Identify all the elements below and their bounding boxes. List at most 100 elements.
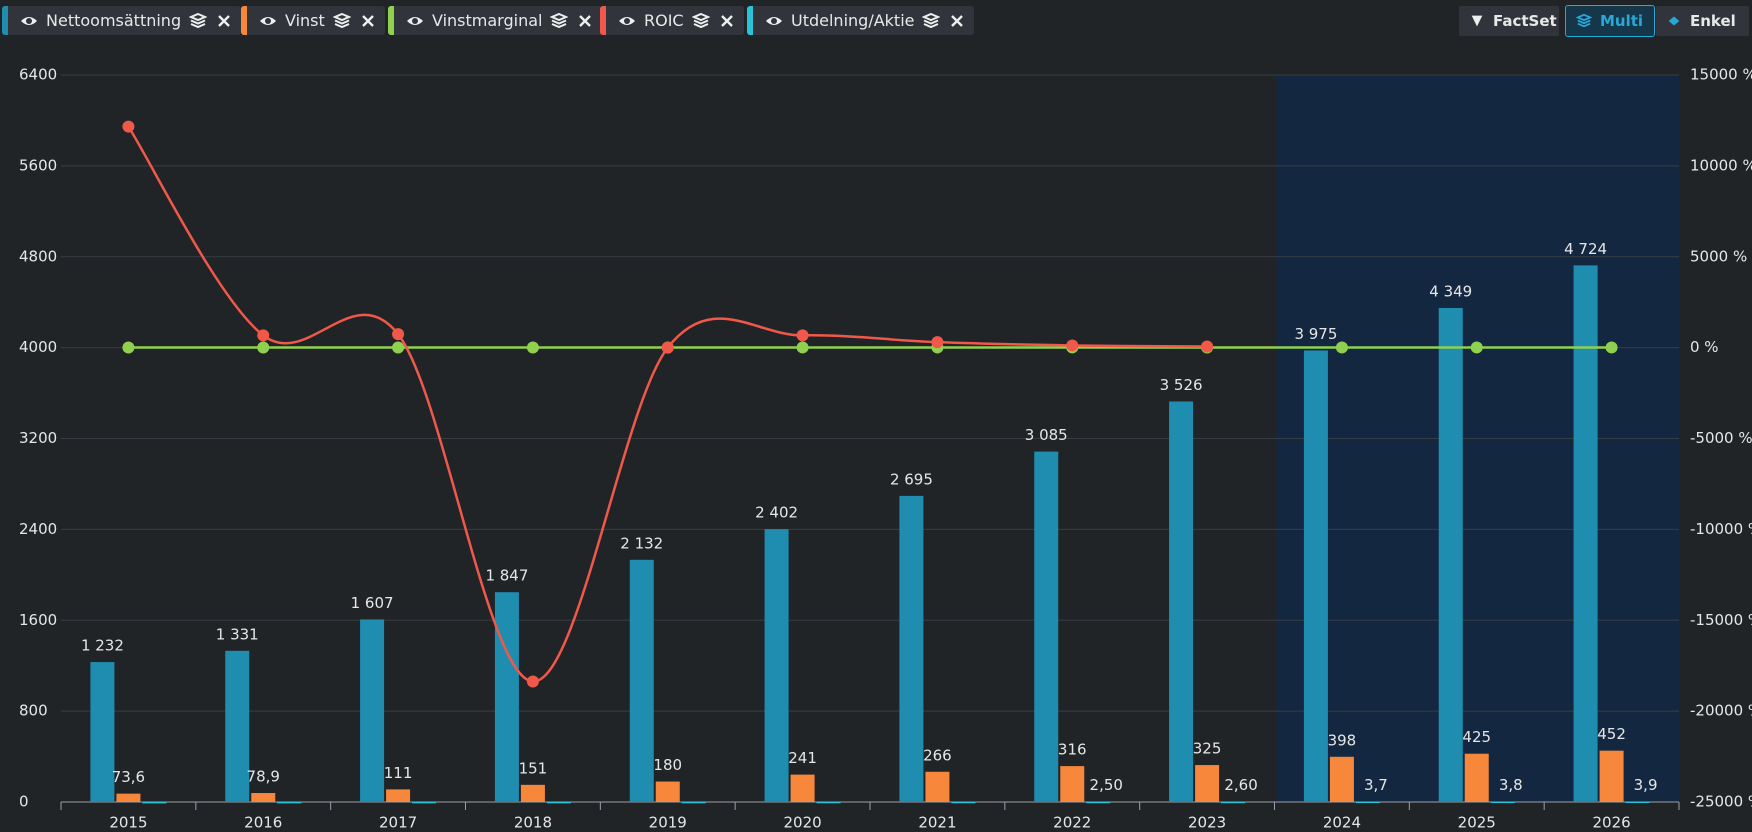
data-label: 425 xyxy=(1462,728,1491,746)
button-label: Multi xyxy=(1600,12,1644,30)
visibility-toggle[interactable] xyxy=(406,12,424,30)
bar xyxy=(1355,801,1380,804)
data-label: 2 132 xyxy=(620,534,663,552)
legend-chip: Utdelning/Aktie xyxy=(747,6,975,35)
button-icon[interactable] xyxy=(1469,12,1485,30)
button-icon[interactable] xyxy=(1666,12,1682,30)
x-tick-label: 2022 xyxy=(1053,814,1091,832)
visibility-toggle[interactable] xyxy=(765,12,783,30)
line-point xyxy=(796,329,809,342)
legend-swatch xyxy=(747,6,753,35)
y-tick-label: 800 xyxy=(19,702,48,720)
line-point xyxy=(931,336,944,349)
bar xyxy=(1034,451,1059,802)
visibility-toggle[interactable] xyxy=(618,12,636,30)
button-icon[interactable] xyxy=(1576,12,1592,30)
bar xyxy=(412,801,437,804)
legend-swatch xyxy=(388,6,394,35)
data-label: 3 085 xyxy=(1025,426,1068,444)
remove-series[interactable] xyxy=(215,12,233,30)
x-tick-label: 2021 xyxy=(918,814,956,832)
data-label: 4 349 xyxy=(1429,282,1472,300)
stack-toggle[interactable] xyxy=(922,12,941,30)
bar xyxy=(1169,401,1194,802)
line-point xyxy=(122,341,135,354)
bar xyxy=(494,592,519,802)
bar xyxy=(1060,766,1085,802)
data-label: 3,7 xyxy=(1364,776,1388,794)
data-label: 3,9 xyxy=(1634,776,1658,794)
remove-series[interactable] xyxy=(359,12,377,30)
bar xyxy=(1086,801,1111,804)
bar xyxy=(899,495,924,802)
y2-tick-label: 10000 % xyxy=(1690,156,1752,174)
x-tick-label: 2019 xyxy=(649,814,687,832)
y-tick-label: 2400 xyxy=(19,520,57,538)
bar xyxy=(790,774,815,802)
legend-chip: Nettoomsättning xyxy=(2,6,242,35)
bar xyxy=(1329,756,1354,802)
data-label: 1 331 xyxy=(216,625,259,643)
legend-label: Utdelning/Aktie xyxy=(791,11,915,30)
bar xyxy=(251,793,276,802)
toolbar-button[interactable]: Enkel xyxy=(1656,6,1749,36)
data-label: 151 xyxy=(519,759,548,777)
bar xyxy=(1303,350,1328,802)
line-point xyxy=(1470,341,1483,354)
stack-toggle[interactable] xyxy=(691,12,710,30)
legend-chip: Vinst xyxy=(241,6,385,35)
data-label: 2,60 xyxy=(1224,776,1257,794)
bar xyxy=(1625,801,1650,804)
toolbar: Nettoomsättning Vinst Vinstmarginal ROIC Utd… xyxy=(0,5,1752,37)
y2-tick-label: 0 % xyxy=(1690,338,1719,356)
legend-chip: Vinstmarginal xyxy=(388,6,603,35)
bar xyxy=(1573,265,1598,802)
line-point xyxy=(526,341,539,354)
bar xyxy=(520,784,545,802)
visibility-toggle[interactable] xyxy=(20,12,38,30)
toolbar-button[interactable]: FactSet xyxy=(1459,6,1559,36)
bar xyxy=(1464,753,1489,802)
data-label: 180 xyxy=(653,756,682,774)
line-point xyxy=(1605,341,1618,354)
x-tick-label: 2026 xyxy=(1592,814,1630,832)
remove-series[interactable] xyxy=(948,12,966,30)
x-tick-label: 2020 xyxy=(783,814,821,832)
y-tick-label: 5600 xyxy=(19,156,57,174)
toolbar-button[interactable]: Multi xyxy=(1565,5,1655,37)
data-label: 325 xyxy=(1193,740,1222,758)
legend-swatch xyxy=(241,6,247,35)
bar xyxy=(225,650,250,802)
line-point xyxy=(122,120,135,133)
legend-label: ROIC xyxy=(644,11,684,30)
bar xyxy=(116,793,141,802)
x-tick-label: 2016 xyxy=(244,814,282,832)
line xyxy=(127,125,1208,683)
data-label: 316 xyxy=(1058,741,1087,759)
y-tick-label: 6400 xyxy=(19,66,57,84)
y-tick-label: 4000 xyxy=(19,338,57,356)
y2-tick-label: -10000 % xyxy=(1690,520,1752,538)
bar xyxy=(951,801,976,804)
legend-swatch xyxy=(600,6,606,35)
button-label: FactSet xyxy=(1493,12,1557,30)
stack-toggle[interactable] xyxy=(189,12,208,30)
bar xyxy=(277,801,302,804)
line-point xyxy=(392,328,405,341)
stack-toggle[interactable] xyxy=(550,12,569,30)
stack-toggle[interactable] xyxy=(332,12,351,30)
line-point xyxy=(1066,339,1079,352)
bar xyxy=(681,801,706,804)
line-point xyxy=(526,675,539,688)
bar xyxy=(925,771,950,802)
bar xyxy=(360,619,385,802)
legend-chip: ROIC xyxy=(600,6,744,35)
y2-tick-label: -25000 % xyxy=(1690,793,1752,811)
data-label: 1 232 xyxy=(81,637,124,655)
visibility-toggle[interactable] xyxy=(259,12,277,30)
remove-series[interactable] xyxy=(576,12,594,30)
y-tick-label: 1600 xyxy=(19,611,57,629)
remove-series[interactable] xyxy=(718,12,736,30)
